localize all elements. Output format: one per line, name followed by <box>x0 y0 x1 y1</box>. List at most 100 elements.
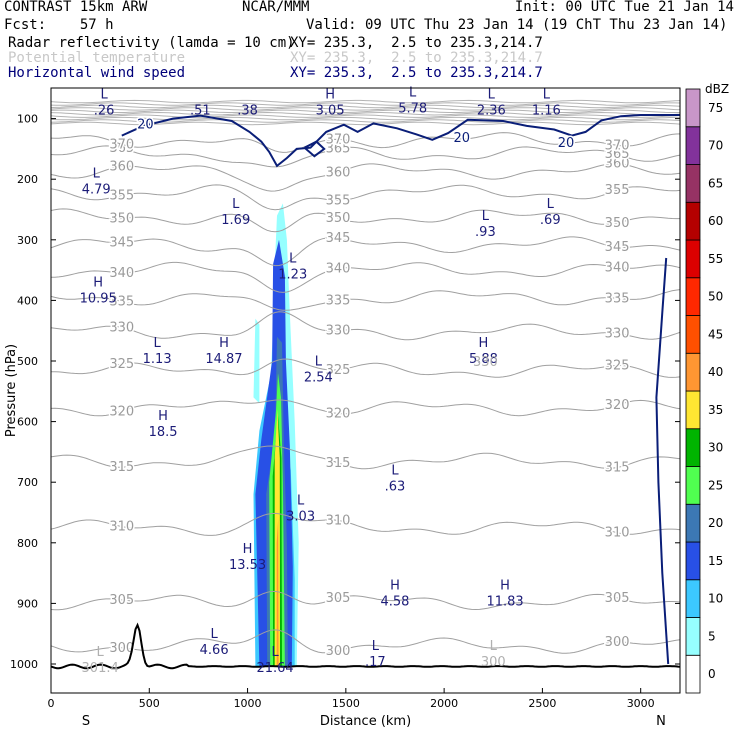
extremum-value: 3.03 <box>286 510 315 525</box>
extremum-value: 300 <box>481 655 506 670</box>
extremum-value: 5.88 <box>469 352 498 367</box>
extremum-value: 4.66 <box>200 643 229 658</box>
colorbar-swatch-15 <box>685 541 701 581</box>
theta-contour-360 <box>51 163 680 192</box>
theta-label: 345 <box>109 236 134 251</box>
theta-label: 325 <box>605 359 630 374</box>
theta-label: 305 <box>605 591 630 606</box>
extremum-value: 14.87 <box>205 352 242 367</box>
theta-contour-upper <box>51 107 680 111</box>
theta-contour-370 <box>51 132 680 153</box>
extremum-marker: L <box>232 197 240 212</box>
extremum-marker: L <box>154 336 162 351</box>
theta-contour-330 <box>51 311 680 341</box>
theta-contour-315 <box>51 445 680 470</box>
theta-contour-300 <box>51 629 680 654</box>
theta-contour-345 <box>51 236 680 267</box>
extremum-marker: H <box>500 579 510 594</box>
theta-label: 370 <box>326 132 351 147</box>
organization: NCAR/MMM <box>242 0 310 15</box>
theta-contours: 300 300 300 305 305 305 310 310 310 315 315 315 320 3… <box>51 99 680 661</box>
model-name: CONTRAST 15km ARW <box>4 0 148 15</box>
extremum-value: 1.13 <box>143 352 172 367</box>
theta-label: 315 <box>326 456 351 471</box>
theta-contour-upper <box>51 99 680 104</box>
theta-contour-upper <box>51 114 680 118</box>
wind-contour-20-north <box>655 257 670 665</box>
extremum-marker: L <box>409 85 417 100</box>
theta-label: 340 <box>326 262 351 277</box>
field-wind-xy: XY= 235.3, 2.5 to 235.3,214.7 <box>290 65 543 81</box>
theta-contour-320 <box>51 399 680 417</box>
terrain-line <box>51 622 680 670</box>
extremum-marker: L <box>315 354 323 369</box>
theta-label: 360 <box>326 165 351 180</box>
extremum-marker: L <box>211 627 219 642</box>
colorbar-swatch-70 <box>685 126 701 165</box>
wind-contour-20-cell <box>303 140 326 158</box>
extremum-marker: H <box>158 409 168 424</box>
theta-contour-upper <box>51 116 680 121</box>
theta-label: 325 <box>109 357 134 372</box>
colorbar-label: 10 <box>708 592 723 606</box>
colorbar-label: 40 <box>708 365 723 379</box>
extremum-value: 13.53 <box>229 558 266 573</box>
theta-contour-355 <box>51 184 680 211</box>
theta-label: 320 <box>326 406 351 421</box>
theta-label: 315 <box>109 460 134 475</box>
extremum-marker: L <box>297 494 305 509</box>
extremum-value: 11.83 <box>486 595 523 610</box>
theta-label: 305 <box>326 591 351 606</box>
colorbar-label: 65 <box>708 176 723 190</box>
wind-contour-label: 20 <box>558 136 575 151</box>
y-tick-label: 400 <box>17 294 38 307</box>
extremum-marker: H <box>93 276 103 291</box>
extremum-value: 1.69 <box>221 213 250 228</box>
colorbar-label: 20 <box>708 516 723 530</box>
wind-contour-20 <box>121 114 680 168</box>
theta-contour-325 <box>51 358 680 378</box>
north-end-label: N <box>656 714 666 729</box>
theta-contour-340 <box>51 261 680 293</box>
theta-label: 330 <box>605 326 630 341</box>
extremum-value: 18.5 <box>149 425 178 440</box>
x-tick-label: 2500 <box>528 697 556 710</box>
theta-label: 320 <box>109 404 134 419</box>
extremum-value: 2.54 <box>304 370 333 385</box>
x-tick-label: 0 <box>48 697 55 710</box>
wind-contour-label: 20 <box>454 131 471 146</box>
extrema-labels: L.26.51.38H3.05L5.78L2.36L1.16L4.79L1.69… <box>80 85 561 676</box>
theta-contour-upper <box>51 109 680 113</box>
theta-label: 345 <box>326 231 351 246</box>
theta-label: 360 <box>605 157 630 172</box>
theta-label: 310 <box>326 513 351 528</box>
theta-label: 300 <box>326 644 351 659</box>
y-tick-label: 600 <box>17 416 38 429</box>
field-theta-name: Potential temperature <box>8 50 186 66</box>
extremum-marker: L <box>97 645 105 660</box>
theta-label: 365 <box>605 147 630 162</box>
colorbar-label: 55 <box>708 252 723 266</box>
theta-contour-upper <box>51 102 680 106</box>
colorbar-swatch-40 <box>685 352 701 392</box>
extremum-value: 3.05 <box>316 104 345 119</box>
x-tick-label: 500 <box>139 697 160 710</box>
colorbar-label: 30 <box>708 441 723 455</box>
x-tick-label: 3000 <box>627 697 655 710</box>
theta-label: 340 <box>109 266 134 281</box>
colorbar-label: 15 <box>708 554 723 568</box>
extremum-value: 10.95 <box>80 292 117 307</box>
theta-label: 340 <box>605 260 630 275</box>
extremum-marker: L <box>93 166 101 181</box>
colorbar-swatch-30 <box>685 428 701 467</box>
extremum-value: 4.58 <box>381 595 410 610</box>
theta-label: 345 <box>605 240 630 255</box>
reflectivity-area-1 <box>253 318 260 404</box>
extremum-marker: L <box>488 88 496 103</box>
colorbar-swatch-35 <box>685 390 701 430</box>
x-tick-label: 1000 <box>234 697 262 710</box>
y-tick-label: 800 <box>17 537 38 550</box>
x-tick-label: 2000 <box>430 697 458 710</box>
extremum-marker: H <box>325 88 335 103</box>
field-wind-name: Horizontal wind speed <box>8 65 186 81</box>
